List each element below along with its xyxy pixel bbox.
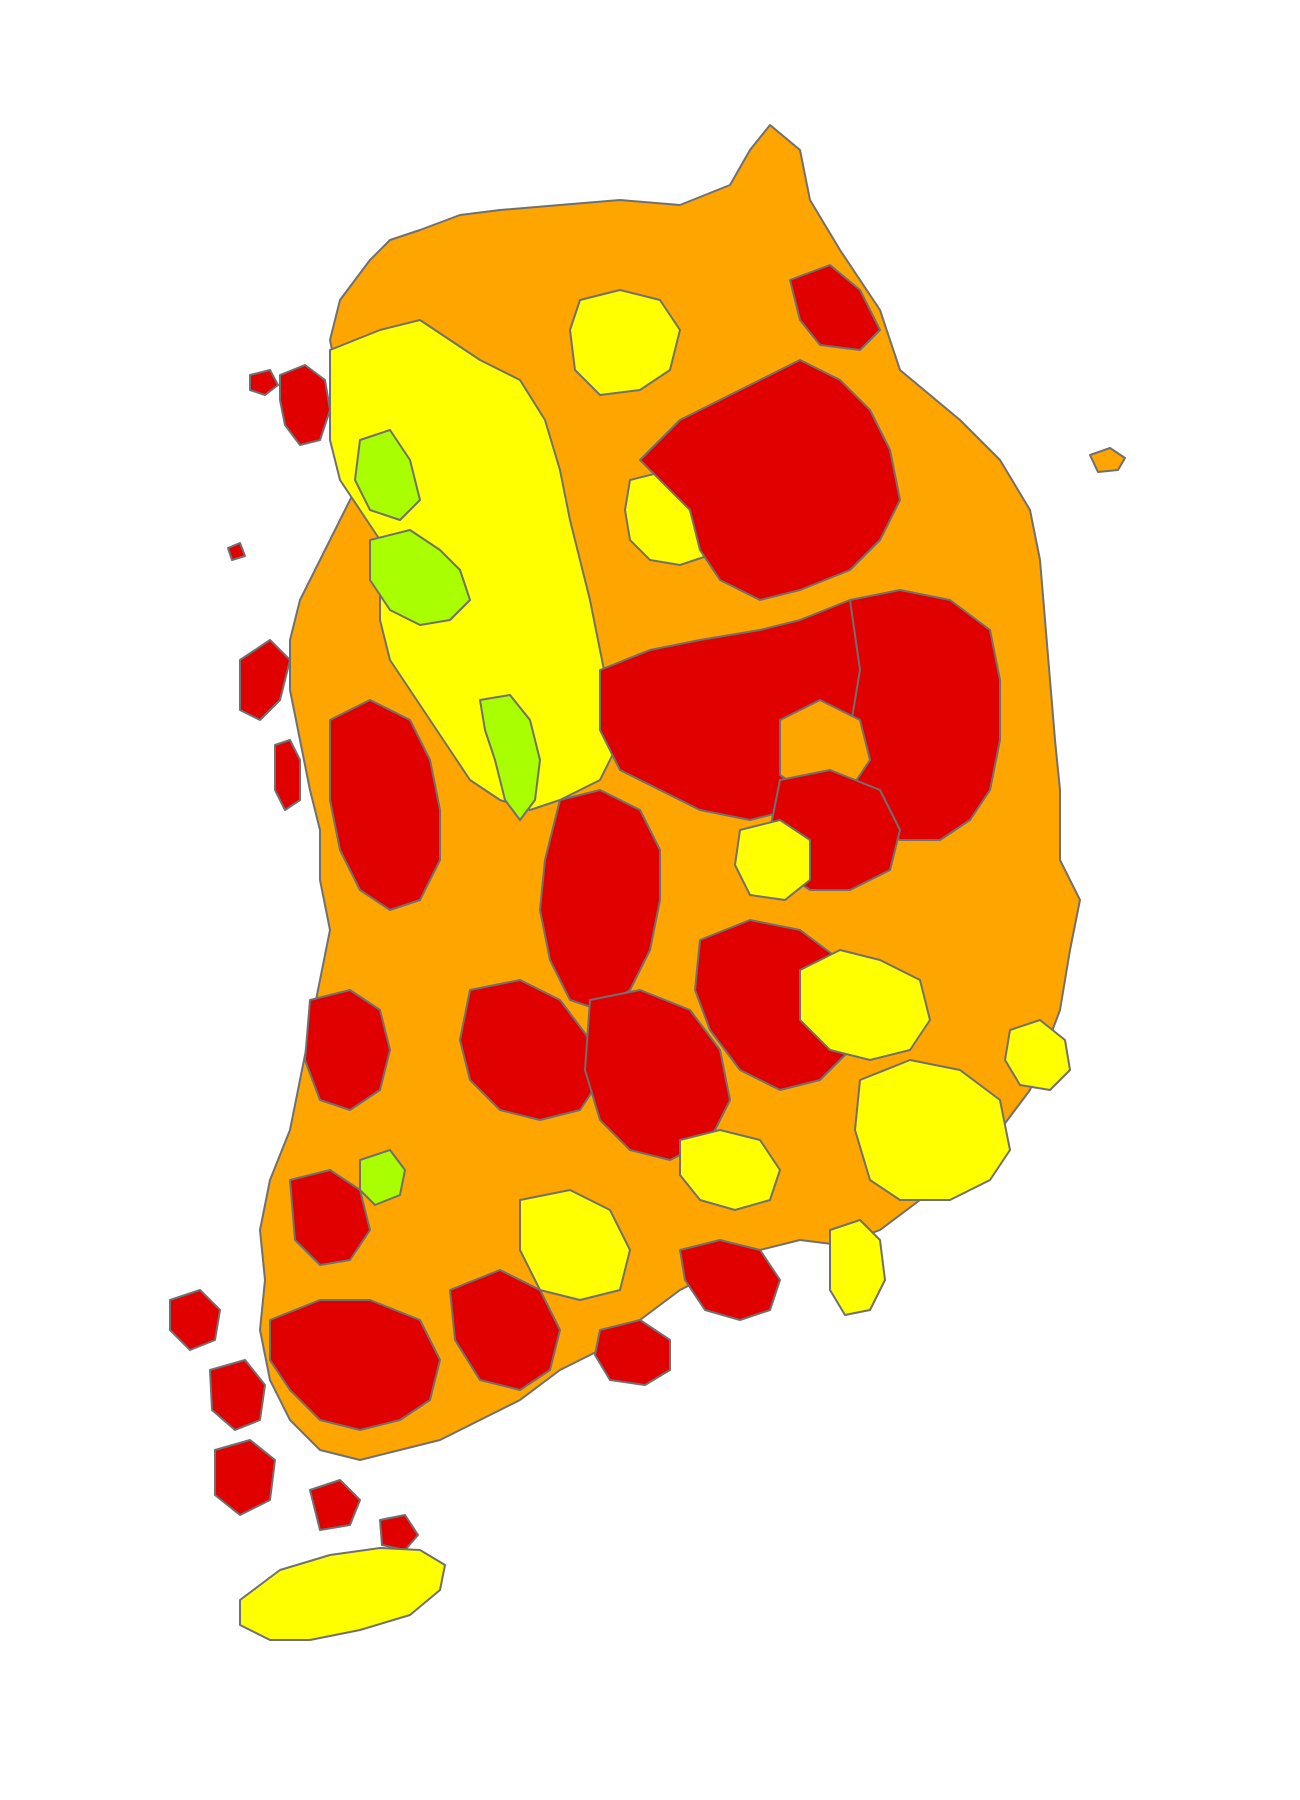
- island-sw-6: [379, 1514, 419, 1551]
- region-jeonnam-north: [304, 989, 391, 1111]
- island-nw-1: [279, 364, 331, 446]
- island-west-1: [239, 639, 291, 721]
- island-sw-3: [214, 1439, 276, 1516]
- region-green-1: [354, 429, 421, 521]
- region-green-2: [369, 529, 471, 626]
- region-yeosu: [594, 1319, 671, 1386]
- region-daegu: [799, 949, 931, 1061]
- island-sw-1: [169, 1289, 221, 1351]
- island-sw-4: [309, 1479, 361, 1531]
- region-ulsan: [1004, 1019, 1071, 1091]
- island-sw-2: [209, 1359, 266, 1431]
- region-geoje: [829, 1219, 886, 1316]
- region-south-coast-central: [449, 1269, 561, 1391]
- region-jeonbuk-east: [539, 789, 661, 1011]
- region-suncheon: [519, 1189, 631, 1301]
- region-chungnam-west: [329, 699, 441, 911]
- island-ulleung: [1089, 447, 1126, 473]
- island-nw-3: [227, 542, 246, 561]
- region-jeonbuk-central: [459, 979, 601, 1121]
- island-jeju: [239, 1547, 446, 1641]
- region-south-coast-east: [679, 1239, 781, 1321]
- island-west-2: [274, 739, 301, 811]
- region-south-coast-west: [269, 1299, 441, 1431]
- region-busan-area: [854, 1059, 1011, 1201]
- region-jeonnam-west: [289, 1169, 371, 1266]
- region-gangwon-central: [639, 359, 901, 601]
- region-sangju: [734, 819, 811, 901]
- island-nw-2: [249, 369, 279, 396]
- region-green-3: [479, 694, 541, 821]
- region-chuncheon: [569, 289, 681, 396]
- region-gangwon-north: [789, 264, 881, 351]
- region-jinju: [679, 1129, 781, 1211]
